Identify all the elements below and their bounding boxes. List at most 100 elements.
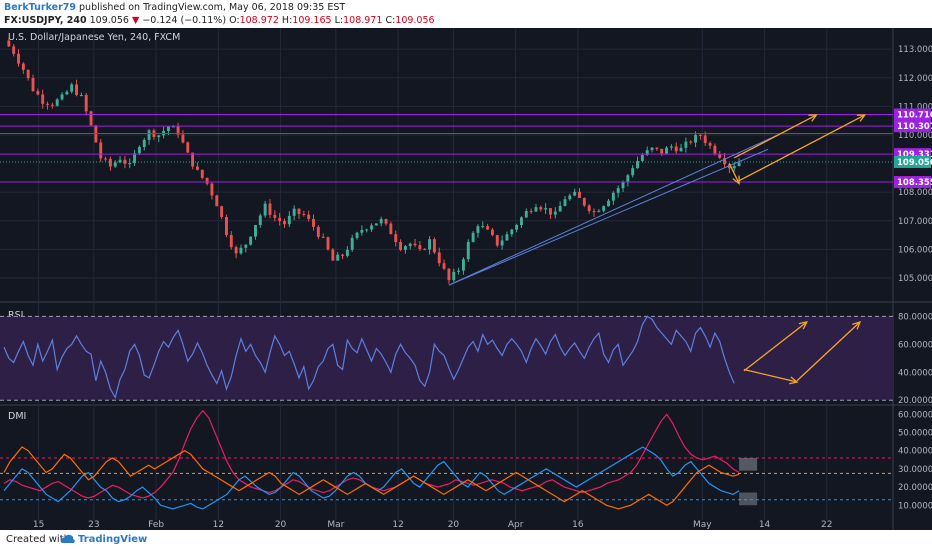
level-label-badge — [894, 120, 931, 133]
level-label-badge — [894, 176, 931, 189]
price-change: −0.124 (−0.11%) — [142, 15, 227, 26]
candle-body — [432, 239, 436, 253]
candle-body — [249, 236, 253, 245]
price-tick-label: 112.000 — [898, 74, 932, 84]
tradingview-brand-link[interactable]: TradingView — [78, 534, 148, 545]
candle-body — [582, 198, 586, 206]
axes: 15 23 Feb 12 20 Mar 12 20 Apr 16 May 14 22 113.000 112… — [33, 45, 932, 530]
candle-body — [665, 147, 668, 154]
dmi-tick-label: 10.0000 — [898, 501, 932, 511]
candle-body — [655, 147, 659, 149]
chart-area[interactable]: U.S. Dollar/Japanese Yen, 240, FXCM RSI … — [0, 28, 932, 530]
candle-body — [345, 249, 349, 256]
candle-body — [60, 94, 64, 100]
price-pane[interactable]: U.S. Dollar/Japanese Yen, 240, FXCM — [0, 32, 893, 286]
candle-body — [287, 215, 291, 225]
candle-body — [631, 168, 635, 176]
close-value: 109.056 — [395, 15, 435, 26]
candle-body — [481, 226, 485, 228]
candle-body — [176, 126, 180, 135]
high-value: 109.165 — [292, 15, 332, 26]
x-tick-label: 16 — [572, 520, 584, 530]
candle-body — [79, 95, 83, 97]
candle-body — [355, 232, 359, 238]
dmi-pane[interactable]: DMI — [0, 409, 893, 510]
rsi-tick-label: 40.0000 — [898, 368, 932, 378]
rsi-tick-label: 20.0000 — [898, 396, 932, 406]
candle-body — [360, 229, 364, 233]
low-value: 108.971 — [343, 15, 383, 26]
created-with-text: Created with — [6, 534, 70, 545]
candle-body — [437, 252, 441, 264]
candle-body — [195, 166, 199, 170]
x-tick-label: 12 — [392, 520, 403, 530]
level-label-text: 109.331 — [897, 150, 932, 160]
arrow-head — [852, 320, 862, 330]
candle-body — [708, 143, 712, 146]
candle-body — [539, 207, 543, 210]
price-tick-label: 110.000 — [898, 131, 932, 141]
price-tick-label: 106.000 — [898, 245, 932, 255]
x-tick-label: Feb — [148, 520, 164, 530]
candle-body — [220, 206, 224, 218]
candle-body — [26, 69, 30, 79]
candle-body — [515, 225, 519, 230]
close-label: C: — [385, 15, 396, 26]
candle-body — [225, 217, 228, 236]
candle-body — [679, 147, 683, 152]
candle-body — [108, 158, 112, 167]
candle-body — [123, 159, 127, 164]
candle-body — [147, 130, 151, 140]
candle-body — [428, 239, 432, 250]
grid-lines — [0, 28, 932, 530]
candle-body — [524, 211, 528, 218]
x-tick-label: 15 — [33, 520, 44, 530]
candle-body — [549, 208, 552, 215]
candle-body — [442, 263, 446, 269]
rsi-arrow — [743, 368, 798, 383]
candle-body — [263, 203, 267, 216]
candle-body — [602, 206, 606, 211]
dmi-tick-label: 50.0000 — [898, 428, 932, 438]
arrow-head — [732, 175, 740, 185]
rsi-arrow — [743, 321, 808, 372]
published-text: published on TradingView.com, May 06, 20… — [79, 2, 346, 13]
open-value: 108.972 — [239, 15, 279, 26]
author-link[interactable]: BerkTurker79 — [4, 2, 76, 13]
candle-body — [307, 214, 311, 219]
x-tick-label: Apr — [508, 520, 524, 530]
dmi-tick-label: 60.0000 — [898, 410, 932, 420]
trendline — [448, 134, 778, 286]
rsi-pane[interactable]: RSI — [0, 310, 893, 401]
candle-body — [563, 199, 567, 206]
candle-body — [17, 53, 20, 64]
candle-body — [621, 182, 625, 189]
candle-body — [128, 163, 132, 165]
candle-body — [737, 162, 741, 167]
candle-body — [457, 270, 461, 272]
candle-body — [118, 159, 122, 163]
candle-body — [341, 254, 344, 256]
candle-body — [273, 214, 277, 218]
candle-body — [200, 169, 204, 178]
price-tick-label: 113.000 — [898, 45, 932, 55]
trendline — [448, 148, 769, 286]
current-price-text: 109.056 — [897, 158, 932, 168]
candle-body — [573, 191, 577, 196]
rsi-band — [0, 316, 893, 401]
candle-body — [544, 208, 548, 210]
chart-header: BerkTurker79 published on TradingView.co… — [0, 0, 932, 28]
candle-body — [137, 146, 141, 154]
dmi-tick-label: 30.0000 — [898, 465, 932, 475]
dmi-tick-label: 40.0000 — [898, 447, 932, 457]
level-label-text: 108.355 — [897, 178, 932, 188]
candle-body — [312, 218, 315, 227]
candle-body — [370, 225, 373, 230]
rsi-arrow — [796, 321, 861, 382]
candle-body — [142, 139, 146, 147]
open-label: O: — [229, 15, 240, 26]
price-tick-label: 105.000 — [898, 274, 932, 284]
candle-body — [718, 153, 722, 158]
candle-body — [394, 234, 398, 243]
candle-body — [321, 236, 325, 238]
